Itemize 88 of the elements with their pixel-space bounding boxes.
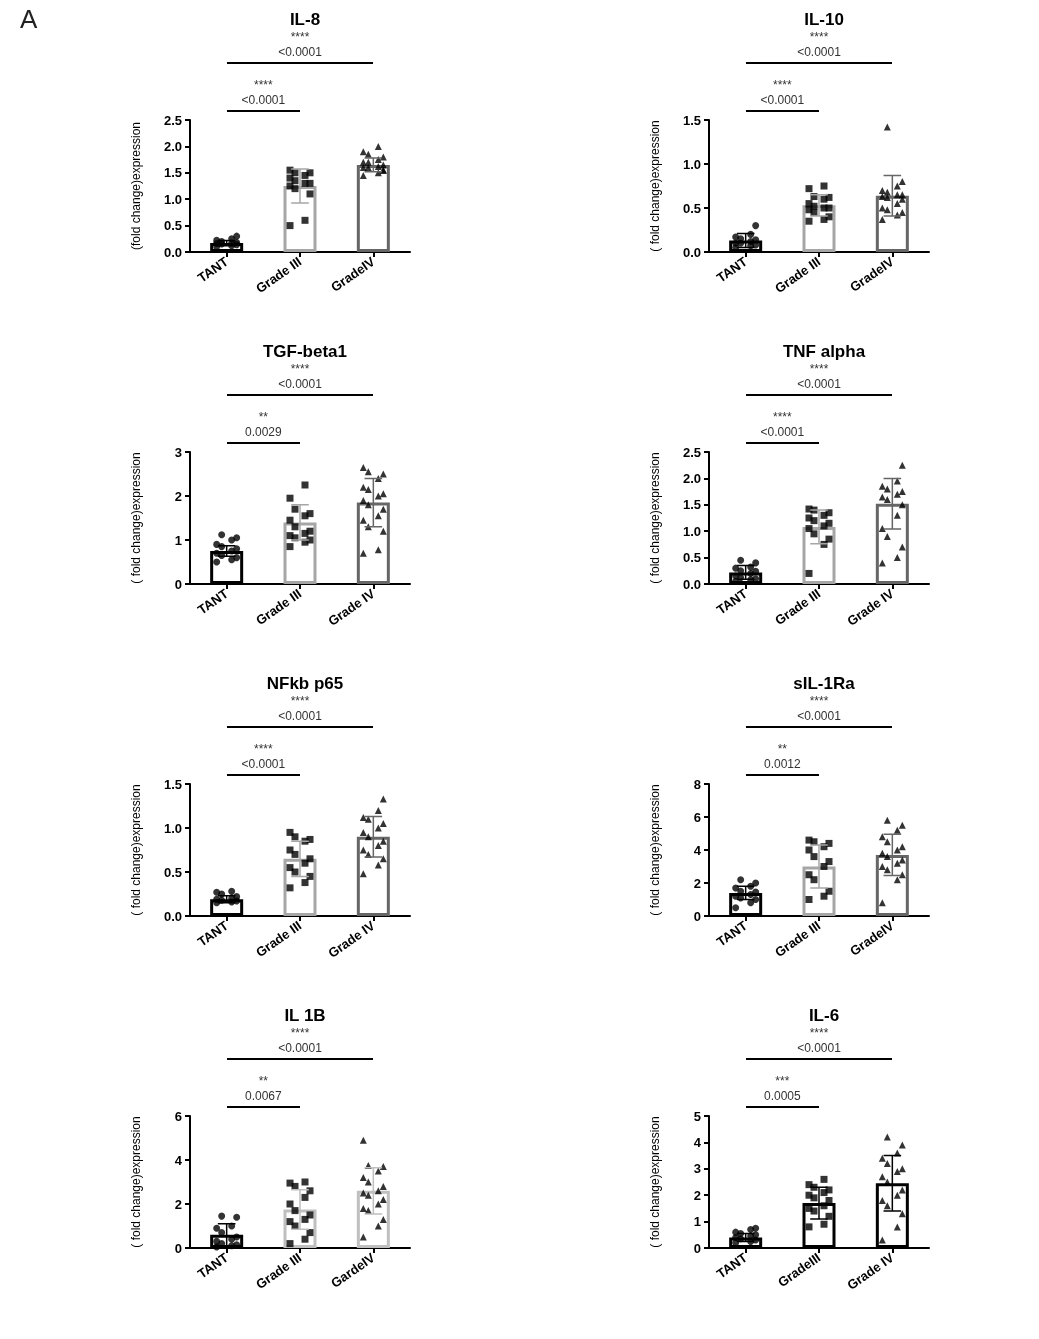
y-tick-label: 2 xyxy=(693,1187,701,1203)
text: 0.0029 xyxy=(244,425,282,439)
text: **** xyxy=(772,410,792,424)
text: **** xyxy=(809,362,829,376)
y-tick-label: 2 xyxy=(174,1196,182,1212)
y-tick-label: 3 xyxy=(174,444,182,460)
text: A xyxy=(20,4,38,35)
chart-title: IL 1B xyxy=(284,1006,326,1025)
y-tick-label: 4 xyxy=(693,1134,702,1150)
y-tick-label: 0 xyxy=(174,1240,182,1256)
text: **** xyxy=(290,30,310,44)
text: *** xyxy=(775,1074,790,1088)
chart-title: TNF alpha xyxy=(782,342,866,361)
text: <0.0001 xyxy=(278,1041,322,1055)
y-tick-label: 2.0 xyxy=(682,470,701,486)
y-tick-label: 1.5 xyxy=(163,165,182,181)
y-tick-label: 1.0 xyxy=(682,156,701,172)
text: **** xyxy=(809,694,829,708)
text: 0.0005 xyxy=(763,1089,801,1103)
y-tick-label: 1.0 xyxy=(163,820,182,836)
y-tick-label: 2.5 xyxy=(163,112,182,128)
y-tick-label: 0 xyxy=(174,576,182,592)
y-tick-label: 6 xyxy=(693,809,701,825)
y-tick-label: 0.5 xyxy=(163,864,182,880)
y-tick-label: 2 xyxy=(174,488,182,504)
text: <0.0001 xyxy=(278,377,322,391)
y-tick-label: 2.0 xyxy=(163,138,182,154)
text: <0.0001 xyxy=(797,1041,841,1055)
text: <0.0001 xyxy=(797,709,841,723)
y-tick-label: 0.5 xyxy=(163,218,182,234)
y-tick-label: 0 xyxy=(693,908,701,924)
y-tick-label: 2.5 xyxy=(682,444,701,460)
chart-title: IL-10 xyxy=(804,10,844,29)
y-tick-label: 0.0 xyxy=(163,244,182,260)
y-tick-label: 6 xyxy=(174,1108,182,1124)
y-tick-label: 1.5 xyxy=(682,112,701,128)
text: **** xyxy=(809,30,829,44)
chart-title: IL-6 xyxy=(808,1006,840,1025)
chart-title: NFkb p65 xyxy=(266,674,344,693)
text: **** xyxy=(290,1026,310,1040)
text: <0.0001 xyxy=(760,425,805,439)
chart-title: TGF-beta1 xyxy=(262,342,348,361)
text: **** xyxy=(809,1026,829,1040)
chart-title: IL-8 xyxy=(289,10,321,29)
text: <0.0001 xyxy=(278,45,322,59)
y-tick-label: 1 xyxy=(693,1214,701,1230)
text: ** xyxy=(258,1074,268,1088)
y-axis-title: ( fold change)expression xyxy=(129,452,143,584)
y-tick-label: 1.0 xyxy=(163,191,182,207)
y-axis-title: ( fold change)expression xyxy=(648,120,662,252)
text: 0.0012 xyxy=(763,757,801,771)
y-tick-label: 0.5 xyxy=(682,200,701,216)
y-tick-label: 1 xyxy=(174,532,182,548)
text: **** xyxy=(290,362,310,376)
y-axis-title: ( fold change)expression xyxy=(648,784,662,916)
text: **** xyxy=(772,78,792,92)
y-axis-title: (fold change)expression xyxy=(129,121,143,251)
y-tick-label: 5 xyxy=(693,1108,701,1124)
text: **** xyxy=(253,78,273,92)
text: ** xyxy=(258,410,268,424)
text: <0.0001 xyxy=(241,757,286,771)
y-axis-title: ( fold change)expression xyxy=(648,1116,662,1248)
y-tick-label: 8 xyxy=(693,776,701,792)
text: <0.0001 xyxy=(797,377,841,391)
y-tick-label: 0.0 xyxy=(682,244,701,260)
y-tick-label: 0.5 xyxy=(682,550,701,566)
y-tick-label: 0 xyxy=(693,1240,701,1256)
y-tick-label: 3 xyxy=(693,1161,701,1177)
chart-title: sIL-1Ra xyxy=(793,674,856,693)
text: 0.0067 xyxy=(244,1089,282,1103)
text: ** xyxy=(777,742,787,756)
text: **** xyxy=(253,742,273,756)
y-tick-label: 1.5 xyxy=(163,776,182,792)
y-tick-label: 1.0 xyxy=(682,523,701,539)
text: <0.0001 xyxy=(760,93,805,107)
y-tick-label: 0.0 xyxy=(163,908,182,924)
y-tick-label: 4 xyxy=(693,842,702,858)
y-tick-label: 2 xyxy=(693,875,701,891)
y-tick-label: 4 xyxy=(174,1152,183,1168)
text: <0.0001 xyxy=(241,93,286,107)
y-axis-title: ( fold change)expression xyxy=(129,784,143,916)
text: **** xyxy=(290,694,310,708)
text: <0.0001 xyxy=(278,709,322,723)
y-axis-title: ( fold change)expression xyxy=(129,1116,143,1248)
y-tick-label: 0.0 xyxy=(682,576,701,592)
text: <0.0001 xyxy=(797,45,841,59)
y-tick-label: 1.5 xyxy=(682,497,701,513)
y-axis-title: ( fold change)expression xyxy=(648,452,662,584)
